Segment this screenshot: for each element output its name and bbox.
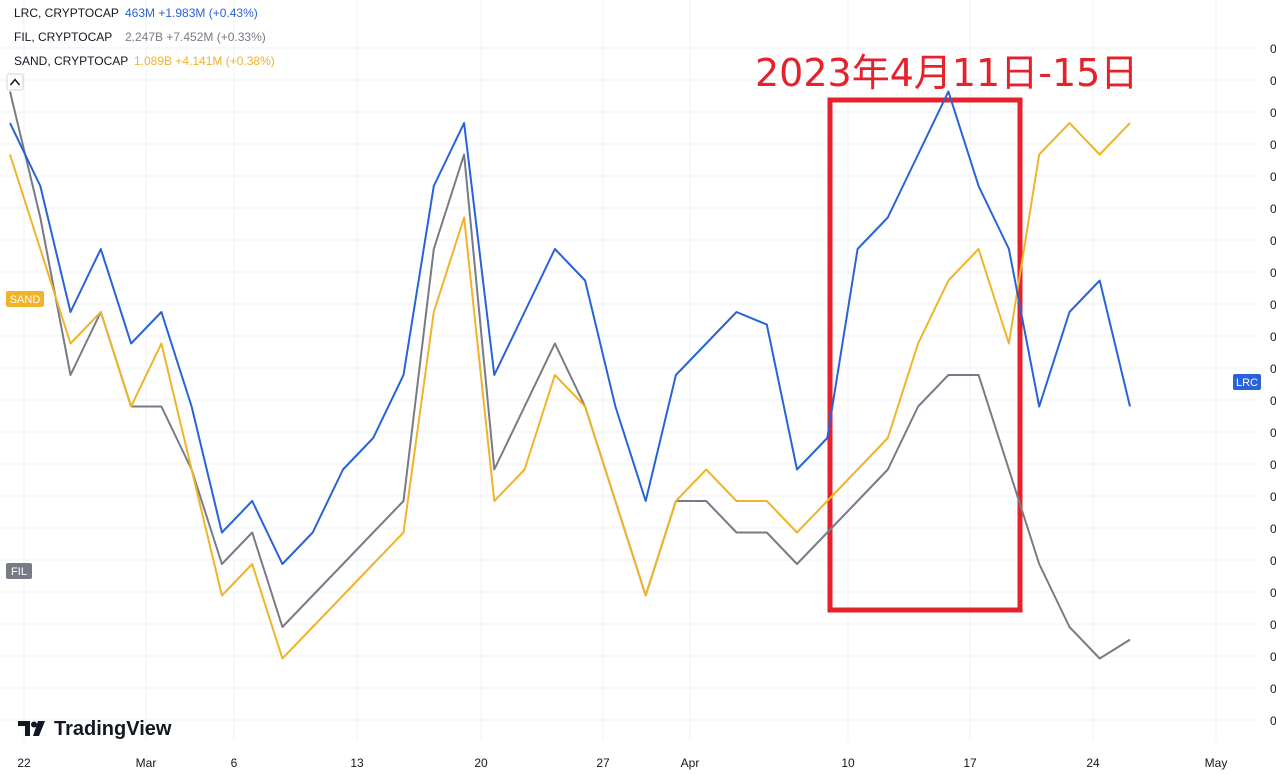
series-end-label-bg: [1233, 374, 1261, 390]
time-tick-label: 6: [231, 756, 238, 770]
price-tick-label: 0: [1270, 106, 1276, 120]
highlight-layer: 2023年4月11日-15日: [755, 51, 1138, 613]
price-tick-label: 0: [1270, 714, 1276, 728]
tradingview-logo-mark: [18, 721, 30, 736]
series-end-label: FIL: [11, 566, 27, 578]
chevron-up-icon: [9, 78, 21, 86]
price-tick-label: 0: [1270, 74, 1276, 88]
price-tick-label: 0: [1270, 490, 1276, 504]
series-line-sand: [9, 122, 1131, 660]
price-scale[interactable]: 0 0 0 0 0 0 0 0 0 0 0 0 0 0 0 0 0 0 0 0 0 0 LRC SAND FIL: [6, 42, 1276, 728]
tradingview-wordmark: TradingView: [54, 718, 172, 740]
series-end-label: LRC: [1236, 377, 1258, 389]
time-tick-label: 10: [841, 756, 855, 770]
price-tick-label: 0: [1270, 586, 1276, 600]
price-tick-label: 0: [1270, 266, 1276, 280]
time-tick-label: 20: [474, 756, 488, 770]
series-line-fil: [9, 91, 1131, 660]
legend-series-value: 2.247B +7.452M (+0.33%): [125, 30, 266, 44]
tradingview-logo: TradingView: [18, 718, 172, 740]
price-tick-label: 0: [1270, 170, 1276, 184]
time-tick-label: Mar: [136, 756, 157, 770]
legend[interactable]: LRC, CRYPTOCAP 463M +1.983M (+0.43%) FIL, …: [6, 6, 275, 740]
time-tick-label: 22: [17, 756, 31, 770]
price-tick-label: 0: [1270, 298, 1276, 312]
time-axis[interactable]: 22 Mar 6 13 20 27 Apr 10 17 24 May: [17, 756, 1227, 770]
price-tick-label: 0: [1270, 426, 1276, 440]
price-tick-label: 0: [1270, 458, 1276, 472]
highlight-box: [827, 97, 1023, 613]
series-end-label-bg: [6, 563, 32, 579]
legend-series-value: 1.089B +4.141M (+0.38%): [134, 54, 275, 68]
series-layer: [9, 90, 1131, 660]
price-tick-label: 0: [1270, 522, 1276, 536]
time-tick-label: 27: [596, 756, 610, 770]
tradingview-logo-dot: [31, 721, 37, 728]
series-end-label-bg: [6, 291, 44, 307]
price-tick-label: 0: [1270, 330, 1276, 344]
tradingview-logo-slash: [33, 721, 45, 736]
legend-collapse-button[interactable]: [6, 73, 24, 91]
time-tick-label: 17: [963, 756, 977, 770]
time-tick-label: Apr: [681, 756, 700, 770]
legend-series-name[interactable]: FIL, CRYPTOCAP: [14, 30, 112, 44]
series-line-lrc: [9, 90, 1131, 565]
series-end-label: SAND: [10, 294, 41, 306]
legend-series-name[interactable]: LRC, CRYPTOCAP: [14, 6, 119, 20]
price-tick-label: 0: [1270, 234, 1276, 248]
price-tick-label: 0: [1270, 42, 1276, 56]
time-tick-label: May: [1205, 756, 1228, 770]
price-tick-label: 0: [1270, 682, 1276, 696]
legend-series-name[interactable]: SAND, CRYPTOCAP: [14, 54, 128, 68]
price-tick-label: 0: [1270, 554, 1276, 568]
legend-series-value: 463M +1.983M (+0.43%): [125, 6, 258, 20]
price-tick-label: 0: [1270, 202, 1276, 216]
price-tick-label: 0: [1270, 650, 1276, 664]
price-tick-label: 0: [1270, 618, 1276, 632]
time-tick-label: 13: [350, 756, 364, 770]
price-tick-label: 0: [1270, 362, 1276, 376]
grid-layer: [0, 0, 1258, 740]
annotation-text: 2023年4月11日-15日: [755, 51, 1138, 95]
time-tick-label: 24: [1086, 756, 1100, 770]
price-tick-label: 0: [1270, 138, 1276, 152]
price-tick-label: 0: [1270, 394, 1276, 408]
